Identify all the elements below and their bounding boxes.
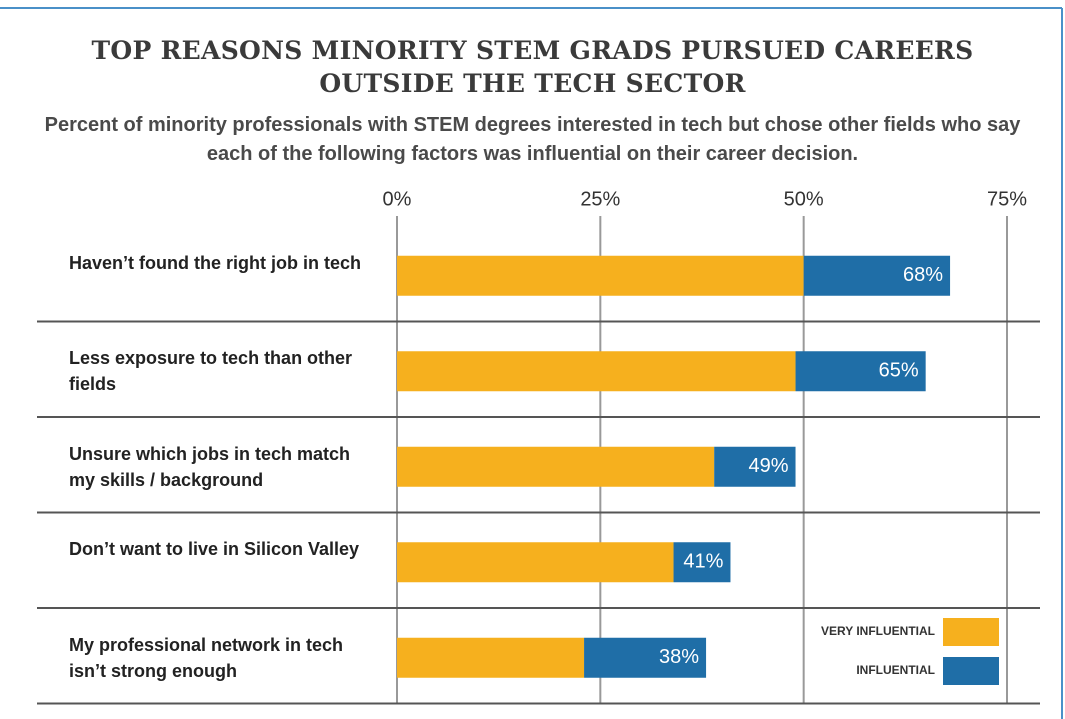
bar-segment (795, 351, 926, 392)
category-label: Haven’t found the right job in tech (69, 252, 361, 273)
legend-label: VERY INFLUENTIAL (821, 624, 935, 638)
total-label: 41% (683, 551, 723, 573)
bar-segment (803, 255, 951, 296)
category-label: Don’t want to live in Silicon Valley (69, 539, 360, 560)
legend-label: INFLUENTIAL (856, 663, 935, 677)
x-tick-label: 0% (383, 188, 412, 210)
bar-segment (584, 637, 707, 678)
bar-segment (397, 637, 585, 678)
total-label: 38% (659, 646, 699, 668)
bar-segment (397, 351, 796, 392)
chart-title: TOP REASONS MINORITY STEM GRADS PURSUED … (91, 36, 974, 98)
total-label: 65% (879, 360, 919, 382)
x-tick-label: 25% (580, 188, 620, 210)
x-tick-label: 50% (784, 188, 824, 210)
legend-swatch (943, 657, 999, 685)
total-label: 49% (749, 455, 789, 477)
total-label: 68% (903, 264, 943, 286)
category-label: My professional network in tech isn’t st… (69, 634, 344, 681)
bar-segment (673, 542, 731, 583)
category-label: Unsure which jobs in tech match my skill… (69, 443, 351, 490)
bar-segment (397, 255, 804, 296)
bar-segment (397, 446, 715, 487)
chart-subtitle: Percent of minority professionals with S… (44, 114, 1021, 165)
category-label: Less exposure to tech than other fields (69, 348, 353, 395)
legend-swatch (943, 618, 999, 646)
x-tick-label: 75% (987, 188, 1027, 210)
bar-segment (714, 446, 796, 487)
bar-segment (397, 542, 674, 583)
